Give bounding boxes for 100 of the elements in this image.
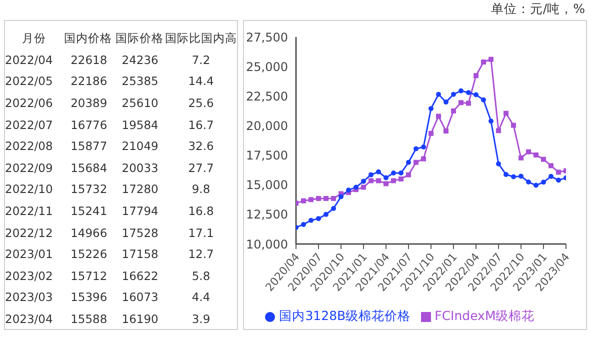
y-tick-label: 27,500 [246, 30, 288, 44]
data-label: 14966 [70, 224, 108, 242]
data-label: 15732 [70, 181, 108, 198]
point [414, 160, 418, 165]
point [391, 178, 396, 184]
point [308, 197, 314, 202]
point [428, 106, 434, 112]
data-label: 27.7 [187, 160, 215, 177]
data-label: 16.8 [187, 202, 215, 220]
text: 国际价格 [114, 30, 164, 46]
point [324, 196, 328, 201]
data-label: 19584 [120, 116, 160, 134]
data-label: 22618 [70, 52, 108, 69]
category-label: 2022/06 [5, 94, 54, 112]
point [384, 181, 388, 186]
category-label: 2022/07 [5, 116, 54, 134]
legend-label: 国内3128B级棉花价格 [279, 308, 411, 323]
point [534, 182, 538, 188]
point [368, 172, 374, 178]
text: 单位：元/吨，% [490, 1, 585, 18]
data-label: 17794 [120, 202, 160, 220]
category-label: 2022/11 [5, 202, 54, 220]
point [481, 60, 486, 65]
y-tick-label: 17,500 [246, 148, 288, 163]
data-label: 4.4 [190, 289, 212, 306]
data-label: 20389 [70, 94, 108, 112]
point [436, 92, 441, 97]
data-label: 17528 [120, 224, 160, 242]
point [504, 110, 508, 116]
point [398, 176, 404, 182]
category-label: 2022/08 [5, 138, 54, 156]
y-tick-label: 20,000 [246, 118, 288, 133]
point [548, 174, 554, 179]
data-label: 32.6 [187, 138, 215, 156]
point [466, 90, 471, 96]
point [444, 128, 448, 134]
line-series [296, 88, 566, 230]
data-label: 22186 [70, 73, 108, 90]
data-label: 15226 [70, 246, 108, 264]
point [488, 118, 494, 124]
data-label: 16190 [120, 310, 160, 328]
data-label: 15684 [70, 160, 108, 177]
point [556, 170, 561, 175]
data-label: 17158 [120, 246, 160, 264]
point [421, 156, 426, 162]
point [428, 130, 434, 136]
point [541, 156, 546, 162]
data-label: 17.1 [187, 224, 215, 242]
data-label: 15877 [70, 138, 108, 156]
data-label: 7.2 [190, 52, 212, 69]
data-label: 21049 [120, 138, 160, 156]
point [324, 212, 328, 217]
y-tick-label: 25,000 [246, 60, 288, 74]
category-label: 2023/03 [5, 289, 54, 306]
point [376, 169, 381, 174]
category-label: 2022/04 [5, 52, 54, 69]
y-tick-label: 12,500 [246, 208, 288, 222]
point [556, 178, 561, 183]
data-label: 16073 [120, 289, 160, 306]
data-label: 16.7 [187, 116, 215, 134]
point [496, 128, 501, 134]
category-label: 2023/04 [5, 310, 54, 328]
point [301, 198, 306, 204]
point [474, 73, 478, 78]
point [488, 56, 494, 62]
category-label: 2022/12 [5, 224, 54, 242]
point [361, 184, 366, 190]
point [451, 108, 456, 114]
y-tick-label: 15,000 [246, 178, 288, 192]
point [534, 152, 538, 158]
y-tick-label: 22,500 [246, 89, 288, 104]
point [384, 175, 388, 180]
point [331, 206, 336, 212]
point [541, 180, 546, 185]
data-label: 25.6 [187, 94, 215, 112]
point [458, 100, 464, 106]
point [414, 146, 418, 152]
point [316, 196, 321, 201]
point [368, 178, 374, 184]
point [466, 100, 471, 106]
data-label: 20033 [120, 160, 160, 177]
category-label: 2023/02 [5, 268, 54, 285]
point [451, 92, 456, 97]
data-label: 14.4 [187, 73, 215, 90]
text: 国内价格 [63, 30, 114, 46]
category-label: 2022/10 [5, 181, 54, 198]
data-label: 12.7 [187, 246, 215, 264]
data-label: 16776 [70, 116, 108, 134]
data-label: 5.8 [190, 268, 212, 285]
data-label: 9.8 [190, 181, 212, 198]
point [496, 161, 501, 166]
point [504, 172, 508, 177]
point [526, 149, 531, 154]
point [474, 92, 478, 98]
point [391, 170, 396, 176]
point [406, 160, 411, 165]
y-tick-label: 10,000 [246, 237, 288, 252]
point [301, 222, 306, 227]
category-label: 2022/05 [5, 73, 54, 90]
data-label: 15241 [70, 202, 108, 220]
